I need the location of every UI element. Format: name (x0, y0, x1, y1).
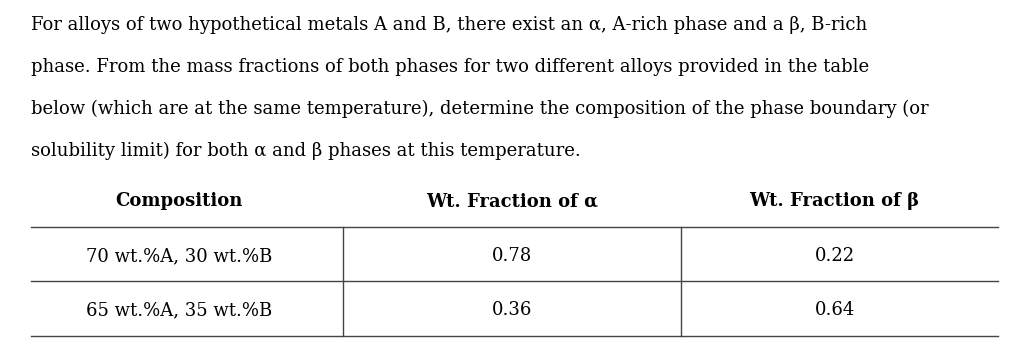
Text: solubility limit) for both α and β phases at this temperature.: solubility limit) for both α and β phase… (31, 142, 581, 160)
Text: Wt. Fraction of β: Wt. Fraction of β (750, 192, 920, 211)
Text: phase. From the mass fractions of both phases for two different alloys provided : phase. From the mass fractions of both p… (31, 58, 868, 76)
Text: below (which are at the same temperature), determine the composition of the phas: below (which are at the same temperature… (31, 100, 929, 118)
Text: Composition: Composition (116, 192, 243, 211)
Text: 65 wt.%A, 35 wt.%B: 65 wt.%A, 35 wt.%B (86, 301, 272, 319)
Text: 70 wt.%A, 30 wt.%B: 70 wt.%A, 30 wt.%B (86, 247, 272, 265)
Text: 0.64: 0.64 (814, 301, 855, 319)
Text: 0.36: 0.36 (492, 301, 532, 319)
Text: 0.22: 0.22 (814, 247, 855, 265)
Text: Wt. Fraction of α: Wt. Fraction of α (426, 192, 598, 211)
Text: 0.78: 0.78 (492, 247, 532, 265)
Text: For alloys of two hypothetical metals A and B, there exist an α, A-rich phase an: For alloys of two hypothetical metals A … (31, 16, 867, 34)
